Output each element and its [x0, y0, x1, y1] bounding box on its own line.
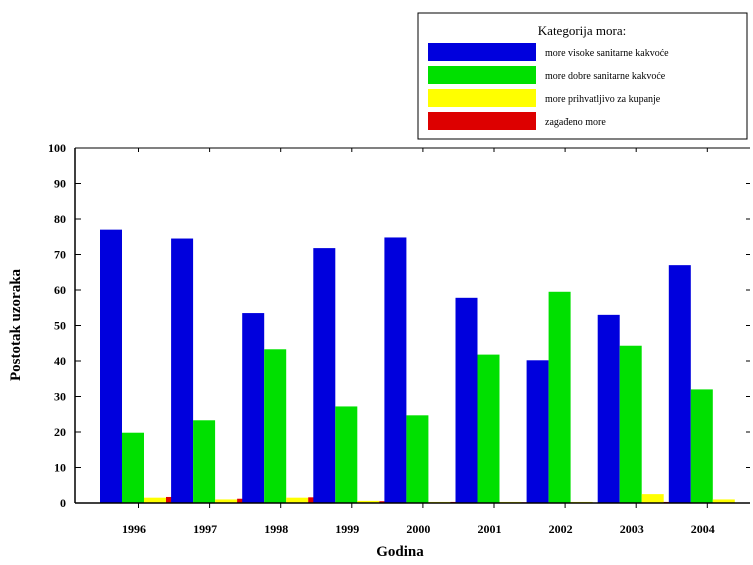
legend-title: Kategorija mora:: [538, 23, 626, 38]
axes-layer: 0 10 20 30 40 50 60 70 80 90 100 1996 1997 1998 1999 20…: [48, 141, 750, 536]
y-tick-label: 50: [54, 319, 66, 333]
x-tick-label: 2004: [691, 522, 715, 536]
y-tick-label: 0: [60, 496, 66, 510]
legend-swatch-4: [428, 112, 536, 130]
bar-1997-series-3: [215, 499, 238, 503]
bar-1997-series-2: [193, 420, 216, 503]
y-tick-label: 10: [54, 461, 66, 475]
legend-label-1: more visoke sanitarne kakvoće: [545, 48, 669, 59]
x-tick-label: 1999: [335, 522, 359, 536]
x-tick-label: 2003: [620, 522, 644, 536]
y-tick-label: 60: [54, 283, 66, 297]
bar-1999-series-1: [313, 248, 336, 503]
legend-swatch-2: [428, 66, 536, 84]
legend-label-3: more prihvatljivo za kupanje: [545, 94, 661, 105]
bar-2004-series-1: [668, 265, 691, 503]
y-tick-label: 90: [54, 177, 66, 191]
bar-1999-series-2: [335, 406, 358, 503]
x-tick-label: 1997: [193, 522, 217, 536]
bar-1996-series-1: [100, 229, 122, 503]
y-tick-label: 80: [54, 212, 66, 226]
bar-2003-series-1: [597, 314, 620, 503]
bar-1996-series-3: [144, 497, 166, 503]
bar-2001-series-1: [455, 297, 478, 503]
bar-1998-series-2: [264, 349, 287, 503]
y-tick-label: 40: [54, 354, 66, 368]
bar-2002-series-2: [548, 291, 571, 503]
x-tick-label: 2002: [549, 522, 573, 536]
legend-label-2: more dobre sanitarne kakvoće: [545, 71, 666, 82]
bar-2004-series-3: [712, 499, 735, 503]
legend-items: more visoke sanitarne kakvoće more dobre …: [428, 43, 669, 130]
x-tick-label: 2000: [406, 522, 430, 536]
x-tick-label: 2001: [478, 522, 502, 536]
x-tick-label: 1998: [264, 522, 288, 536]
y-tick-label: 20: [54, 425, 66, 439]
bar-1997-series-1: [171, 238, 194, 503]
bars-layer: [100, 229, 735, 503]
bar-1996-series-2: [122, 432, 144, 503]
legend-swatch-3: [428, 89, 536, 107]
bar-2003-series-3: [641, 494, 664, 503]
y-tick-label: 100: [48, 141, 66, 155]
x-tick-label: 1996: [122, 522, 146, 536]
x-axis-title: Godina: [376, 544, 424, 560]
bar-2004-series-2: [690, 389, 713, 503]
bar-2003-series-2: [619, 345, 642, 503]
bar-2000-series-1: [384, 237, 407, 503]
bar-2002-series-1: [526, 360, 549, 503]
bar-1998-series-1: [242, 313, 265, 503]
legend-label-4: zagađeno more: [545, 117, 606, 128]
legend: Kategorija mora: more visoke sanitarne k…: [417, 12, 748, 140]
bar-1998-series-3: [286, 497, 309, 503]
bar-1999-series-3: [357, 500, 380, 503]
bar-2001-series-2: [477, 354, 500, 503]
bar-2000-series-2: [406, 415, 429, 503]
y-tick-label: 70: [54, 248, 66, 262]
y-axis-title: Postotak uzoraka: [8, 268, 24, 381]
y-tick-label: 30: [54, 390, 66, 404]
legend-swatch-1: [428, 43, 536, 61]
